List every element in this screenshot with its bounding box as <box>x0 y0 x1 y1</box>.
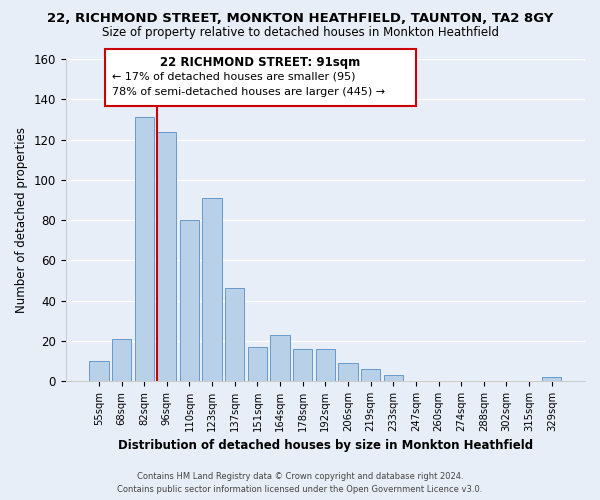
Bar <box>202 198 222 381</box>
Bar <box>271 335 290 381</box>
Text: Size of property relative to detached houses in Monkton Heathfield: Size of property relative to detached ho… <box>101 26 499 39</box>
Bar <box>89 361 109 381</box>
Bar <box>248 347 267 381</box>
Bar <box>112 339 131 381</box>
Bar <box>361 369 380 381</box>
Bar <box>134 118 154 381</box>
Bar <box>383 375 403 381</box>
FancyBboxPatch shape <box>104 50 416 106</box>
Text: 22, RICHMOND STREET, MONKTON HEATHFIELD, TAUNTON, TA2 8GY: 22, RICHMOND STREET, MONKTON HEATHFIELD,… <box>47 12 553 26</box>
Text: 22 RICHMOND STREET: 91sqm: 22 RICHMOND STREET: 91sqm <box>160 56 361 69</box>
Text: ← 17% of detached houses are smaller (95): ← 17% of detached houses are smaller (95… <box>112 72 356 82</box>
Bar <box>542 377 562 381</box>
Bar <box>338 363 358 381</box>
X-axis label: Distribution of detached houses by size in Monkton Heathfield: Distribution of detached houses by size … <box>118 440 533 452</box>
Bar <box>293 349 313 381</box>
Bar <box>180 220 199 381</box>
Bar <box>316 349 335 381</box>
Y-axis label: Number of detached properties: Number of detached properties <box>15 127 28 313</box>
Bar <box>225 288 244 381</box>
Bar <box>157 132 176 381</box>
Text: Contains HM Land Registry data © Crown copyright and database right 2024.
Contai: Contains HM Land Registry data © Crown c… <box>118 472 482 494</box>
Text: 78% of semi-detached houses are larger (445) →: 78% of semi-detached houses are larger (… <box>112 88 386 98</box>
